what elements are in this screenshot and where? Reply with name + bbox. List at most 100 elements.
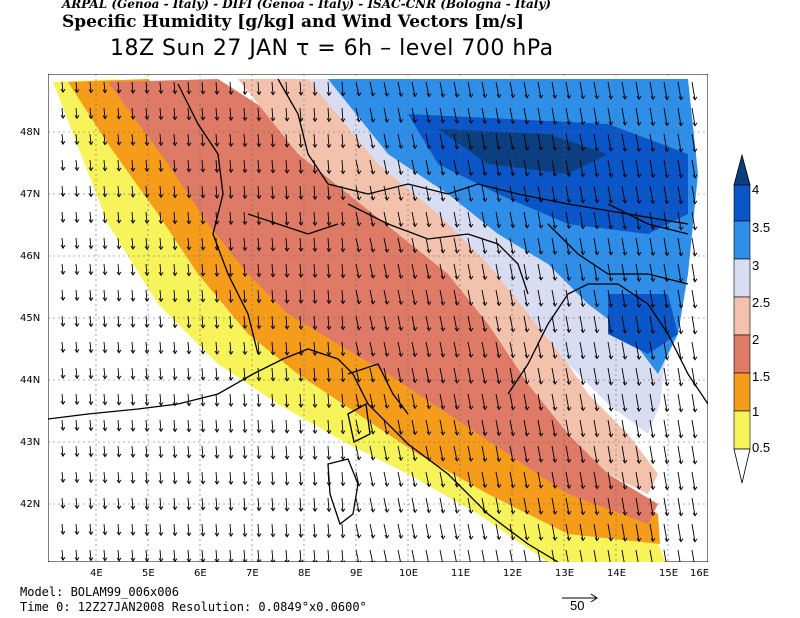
- wind-vector: [341, 263, 344, 278]
- wind-vector-head: [158, 142, 164, 147]
- wind-vector: [75, 367, 78, 379]
- wind-vector-head: [580, 407, 586, 412]
- wind-vector: [89, 133, 92, 145]
- wind-vector-head: [622, 459, 628, 464]
- wind-vector: [285, 81, 288, 95]
- wind-vector-head: [426, 301, 432, 306]
- wind-vector: [271, 341, 274, 355]
- wind-vector-head: [88, 349, 94, 354]
- wind-vector: [173, 367, 176, 380]
- wind-vector: [579, 185, 584, 203]
- wind-vector: [327, 81, 330, 96]
- wind-vector-head: [200, 194, 206, 199]
- wind-vector-head: [412, 249, 418, 254]
- wind-vector: [103, 159, 106, 171]
- wind-vector: [509, 211, 514, 228]
- wind-vector: [299, 497, 302, 512]
- wind-vector-head: [130, 323, 136, 328]
- wind-vector-head: [60, 426, 66, 431]
- wind-vector-head: [214, 558, 220, 562]
- wind-vector-head: [200, 90, 206, 95]
- wind-vector: [257, 81, 260, 95]
- wind-vector: [159, 471, 162, 484]
- wind-vector: [313, 341, 316, 356]
- wind-vector: [201, 523, 204, 536]
- wind-vector-head: [102, 219, 108, 224]
- wind-vector-head: [270, 455, 276, 460]
- colorbar: [732, 150, 800, 490]
- wind-vector: [159, 315, 162, 328]
- wind-vector: [481, 211, 486, 228]
- wind-vector: [467, 211, 472, 228]
- wind-vector-head: [214, 506, 220, 511]
- wind-vector-head: [482, 458, 488, 463]
- wind-vector: [355, 341, 360, 356]
- wind-vector-head: [116, 375, 122, 380]
- wind-vector-head: [74, 89, 80, 94]
- wind-vector: [621, 81, 626, 100]
- wind-vector: [593, 315, 598, 333]
- wind-vector-head: [678, 486, 684, 491]
- wind-vector: [173, 263, 176, 276]
- wind-vector-head: [398, 274, 404, 280]
- wind-vector: [649, 471, 654, 490]
- wind-vector-head: [356, 508, 362, 513]
- wind-vector: [523, 81, 528, 98]
- wind-vector-head: [144, 427, 150, 432]
- wind-vector-head: [270, 143, 276, 148]
- wind-vector: [313, 471, 316, 486]
- wind-vector: [425, 81, 430, 97]
- wind-vector-head: [608, 173, 614, 178]
- wind-vector: [355, 211, 360, 226]
- wind-vector-head: [664, 460, 670, 465]
- wind-vector: [89, 419, 92, 431]
- wind-vector: [565, 367, 570, 385]
- wind-vector-head: [326, 378, 332, 383]
- wind-vector: [257, 419, 260, 433]
- wind-vector: [523, 133, 528, 150]
- wind-vector: [593, 549, 597, 562]
- wind-vector: [89, 263, 92, 275]
- wind-vector: [75, 549, 78, 561]
- wind-vector: [313, 549, 316, 562]
- wind-vector-head: [594, 459, 600, 464]
- wind-vector: [369, 133, 374, 148]
- wind-vector-head: [102, 167, 108, 172]
- wind-vector-head: [524, 198, 530, 203]
- wind-vector-head: [510, 276, 516, 281]
- wind-vector: [89, 471, 92, 483]
- colorbar-bottom-cap: [733, 448, 751, 484]
- wind-vector: [649, 133, 654, 152]
- wind-vector-head: [636, 147, 642, 152]
- wind-vector: [285, 393, 288, 407]
- wind-vector: [299, 315, 302, 330]
- wind-vector-head: [468, 119, 474, 124]
- wind-vector-head: [284, 299, 290, 304]
- wind-vector: [117, 237, 120, 249]
- wind-vector-head: [116, 401, 122, 406]
- wind-vector-head: [284, 481, 290, 486]
- wind-vector: [341, 185, 344, 200]
- wind-vector: [145, 341, 148, 354]
- wind-vector-head: [88, 89, 94, 94]
- wind-vector: [89, 367, 92, 379]
- wind-vector-head: [510, 406, 516, 411]
- wind-vector: [355, 471, 360, 486]
- wind-vector: [397, 549, 401, 562]
- wind-vector-head: [510, 250, 516, 255]
- wind-vector: [537, 289, 542, 307]
- wind-vector: [425, 497, 430, 513]
- wind-vector: [509, 315, 514, 332]
- wind-vector-head: [102, 297, 108, 302]
- wind-vector-head: [692, 278, 698, 283]
- wind-vector: [145, 133, 148, 146]
- wind-vector: [103, 237, 106, 249]
- wind-vector-head: [454, 171, 460, 176]
- wind-vector-head: [482, 120, 488, 125]
- wind-vector: [103, 445, 106, 457]
- wind-vector-head: [678, 408, 684, 413]
- wind-vector: [663, 549, 667, 562]
- wind-vector: [411, 263, 416, 279]
- wind-vector: [89, 107, 92, 119]
- wind-vector-head: [650, 252, 656, 257]
